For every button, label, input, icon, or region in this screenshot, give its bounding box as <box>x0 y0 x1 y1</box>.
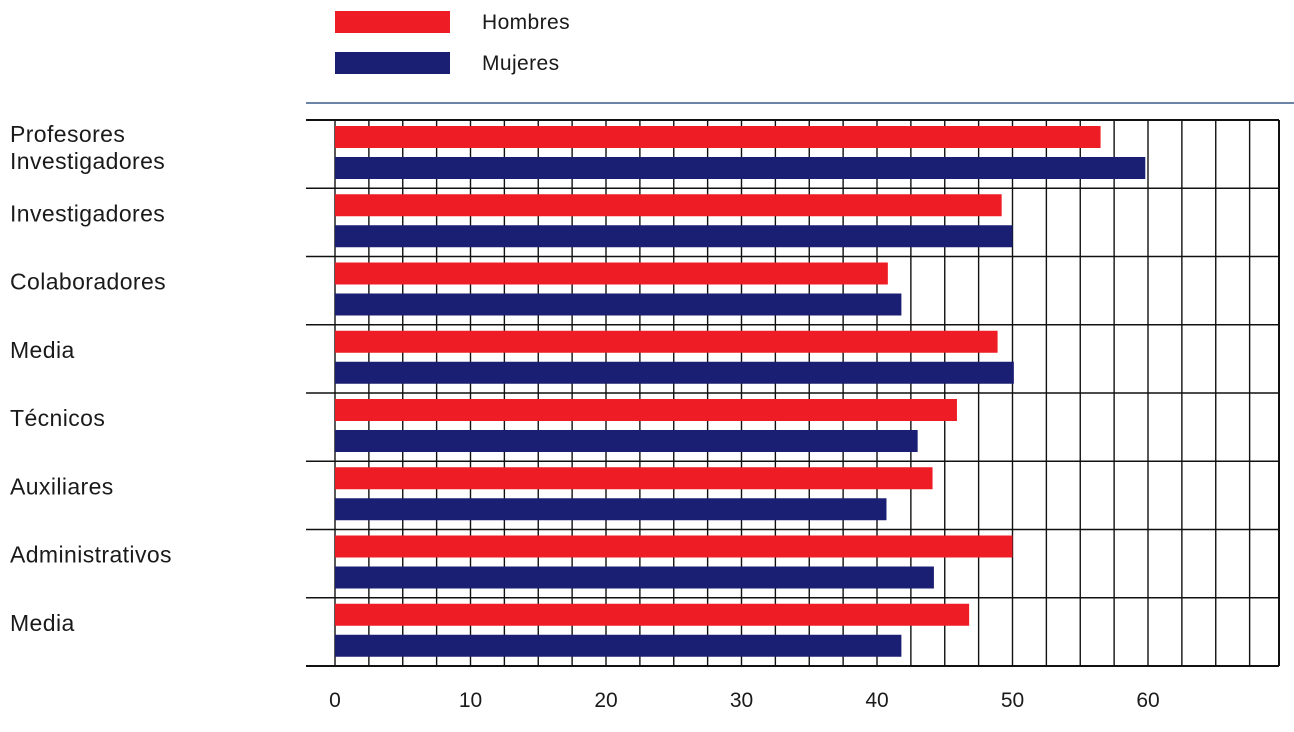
category-label-line: Investigadores <box>10 148 165 174</box>
category-label: Profesores Investigadores <box>10 121 165 174</box>
legend-swatch-hombres <box>335 11 450 33</box>
bar-mujeres <box>335 157 1146 179</box>
category-labels: Profesores InvestigadoresInvestigadoresCo… <box>10 121 172 636</box>
legend-swatch-mujeres <box>335 52 450 74</box>
x-tick-labels: 0 10 20 30 40 50 60 <box>329 689 1160 712</box>
category-label-line: Colaboradores <box>10 269 166 295</box>
category-label: Media <box>10 610 75 636</box>
legend: Hombres Mujeres <box>335 11 570 75</box>
x-tick-label: 10 <box>459 689 482 712</box>
category-label-line: Administrativos <box>10 542 172 568</box>
x-tick-label: 60 <box>1136 689 1159 712</box>
category-label: Colaboradores <box>10 269 166 295</box>
bar-mujeres <box>335 430 918 452</box>
bar-mujeres <box>335 634 902 657</box>
category-label: Técnicos <box>10 405 105 431</box>
x-tick-label: 0 <box>329 689 341 712</box>
x-tick-label: 30 <box>730 689 753 712</box>
category-label-line: Media <box>10 337 75 363</box>
bar-hombres <box>335 126 1101 148</box>
bar-mujeres <box>335 566 934 589</box>
category-label: Auxiliares <box>10 473 114 499</box>
category-label-line: Auxiliares <box>10 473 114 499</box>
bar-hombres <box>335 603 970 626</box>
bar-hombres <box>335 467 933 490</box>
x-tick-label: 20 <box>594 689 617 712</box>
bar-mujeres <box>335 293 902 316</box>
bar-hombres <box>335 262 888 285</box>
x-tick-label: 50 <box>1001 689 1024 712</box>
category-label: Investigadores <box>10 200 165 226</box>
category-label-line: Técnicos <box>10 405 105 431</box>
category-label: Media <box>10 337 75 363</box>
bar-hombres <box>335 399 957 421</box>
legend-label-mujeres: Mujeres <box>482 52 560 75</box>
bars <box>335 126 1146 657</box>
bar-mujeres <box>335 498 887 521</box>
category-label-line: Investigadores <box>10 200 165 226</box>
x-tick-label: 40 <box>865 689 888 712</box>
bar-hombres <box>335 535 1013 558</box>
bar-mujeres <box>335 361 1014 384</box>
category-label: Administrativos <box>10 542 172 568</box>
row-separators <box>306 187 1279 599</box>
legend-label-hombres: Hombres <box>482 11 570 34</box>
bar-mujeres <box>335 225 1013 248</box>
category-label-line: Profesores <box>10 121 125 147</box>
bar-hombres <box>335 330 998 353</box>
category-label-line: Media <box>10 610 75 636</box>
bar-hombres <box>335 194 1002 217</box>
